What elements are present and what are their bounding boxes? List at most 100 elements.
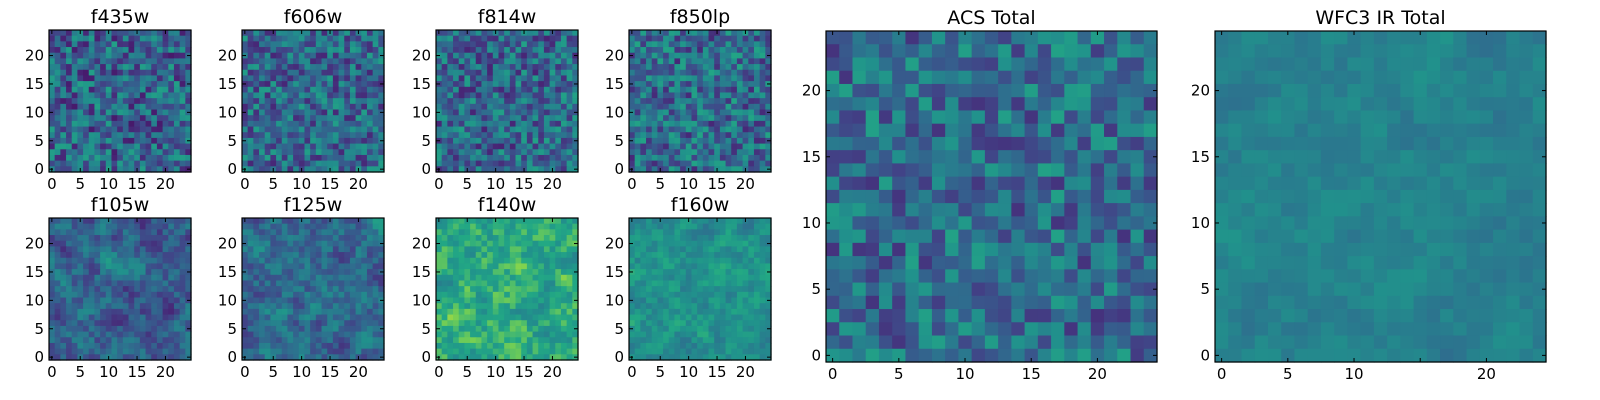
heatmap-cell [304,103,311,111]
heatmap-cell [697,291,704,299]
heatmap-cell [247,143,254,150]
heatmap-cell [293,280,300,287]
heatmap-cell [504,218,511,225]
heatmap-cell [293,235,300,242]
heatmap-cell [651,252,658,259]
heatmap-cell [668,229,676,236]
heatmap-cell [572,132,579,139]
heatmap-cell [304,320,311,327]
heatmap-cell [162,257,169,265]
heatmap-cell [504,143,511,150]
heatmap-cell [344,41,351,48]
heatmap-cell [310,81,317,88]
heatmap-cell [168,291,175,299]
heatmap-cell [702,166,710,173]
heatmap-cell [475,257,483,265]
heatmap-cell [436,115,443,122]
heatmap-cell [321,320,328,327]
heatmap-cell [748,143,755,150]
heatmap-cell [139,75,147,82]
heatmap-cell [88,132,96,139]
heatmap-cell [327,308,334,316]
heatmap-cell [54,263,61,270]
heatmap-cell [247,132,254,139]
y-tick-label: 0 [34,160,44,178]
heatmap-cell [162,58,169,65]
heatmap-cell [366,342,374,350]
heatmap-cell [168,223,175,230]
heatmap-cell [515,86,522,94]
heatmap-cell [151,81,158,88]
heatmap-cell [702,41,710,48]
heatmap-cell [117,303,124,310]
heatmap-cell [128,64,135,71]
heatmap-cell [71,297,78,304]
heatmap-cell [66,297,73,304]
heatmap-cell [253,274,260,282]
heatmap-cell [526,58,534,65]
heatmap-cell [640,291,647,299]
heatmap-cell [470,297,477,304]
heatmap-cell [458,252,465,259]
heatmap-cell [327,246,334,253]
heatmap-cell [349,160,357,167]
heatmap-cell [122,149,130,156]
heatmap-cell [54,280,61,287]
heatmap-cell [759,166,766,173]
heatmap-cell [247,263,254,270]
heatmap-cell [731,257,738,265]
heatmap-cell [759,240,766,247]
heatmap-cell [657,143,664,150]
heatmap-cell [83,75,90,82]
heatmap-cell [475,354,483,361]
heatmap-cell [719,115,727,122]
heatmap-cell [634,126,641,133]
heatmap-cell [287,69,294,77]
heatmap-cell [259,35,266,42]
heatmap-cell [487,320,494,327]
heatmap-cell [572,308,579,316]
heatmap-cell [560,52,568,59]
heatmap-cell [657,286,664,293]
heatmap-cell [134,126,141,133]
heatmap-cell [714,154,721,162]
heatmap-cell [94,269,101,276]
heatmap-cell [470,143,477,150]
heatmap-cell [88,115,96,122]
heatmap-cell [128,331,135,338]
heatmap-cell [464,240,471,247]
heatmap-cell [674,126,681,133]
heatmap-cell [287,30,294,37]
heatmap-cell [663,132,670,139]
heatmap-cell [680,218,687,225]
heatmap-cell [748,291,755,299]
heatmap-cell [719,143,727,150]
heatmap-cell [685,240,693,247]
heatmap-cell [145,337,152,344]
heatmap-cell [168,69,175,77]
heatmap-cell [748,154,755,162]
heatmap-cell [691,35,698,42]
heatmap-cell [270,92,277,99]
heatmap-cell [264,75,271,82]
heatmap-cell [117,257,124,265]
heatmap-cell [173,86,181,94]
heatmap-cell [629,126,636,133]
x-tick-label: 10 [486,175,505,193]
heatmap-cell [355,115,362,122]
heatmap-cell [156,314,164,321]
heatmap-cell [145,223,152,230]
heatmap-cell [464,52,471,59]
heatmap-cell [100,274,107,282]
heatmap-cell [640,126,647,133]
heatmap-cell [441,263,448,270]
heatmap-cell [156,109,164,116]
heatmap-cell [515,235,522,242]
heatmap-cell [287,103,294,111]
heatmap-cell [66,314,73,321]
heatmap-cell [498,98,505,105]
heatmap-cell [366,120,374,128]
heatmap-cell [88,75,96,82]
heatmap-cell [151,314,158,321]
heatmap-cell [327,274,334,282]
